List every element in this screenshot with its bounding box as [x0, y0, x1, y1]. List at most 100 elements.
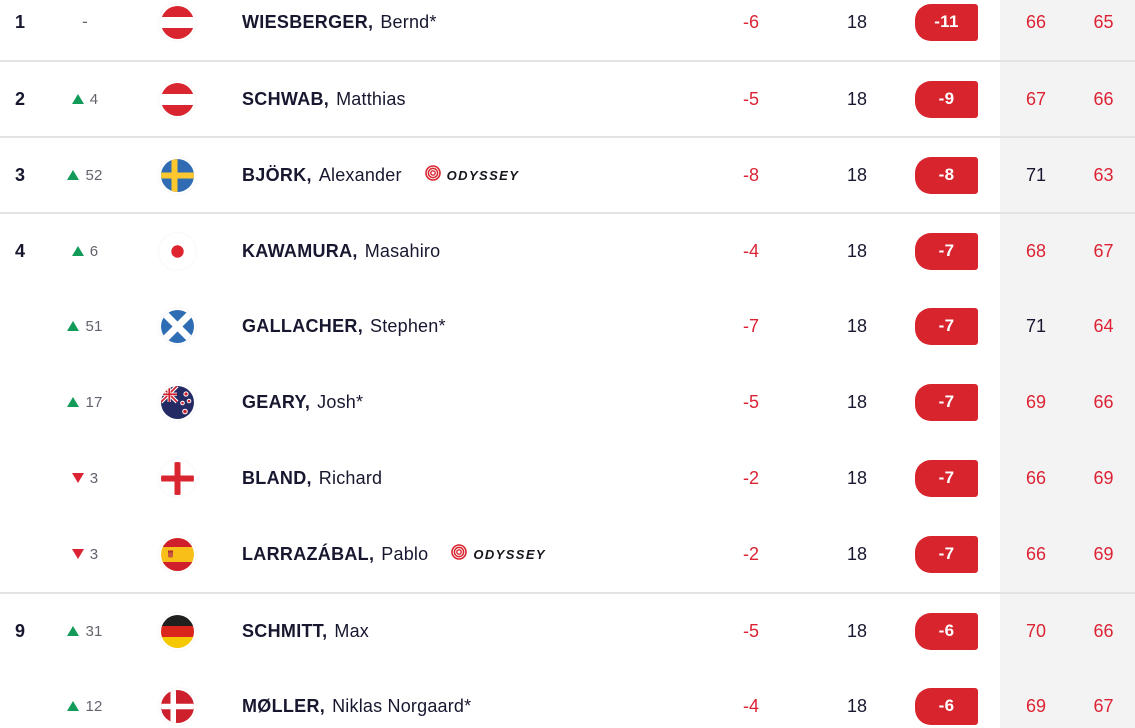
player-name: WIESBERGER, Bernd* — [242, 0, 703, 60]
holes-thru: 18 — [846, 315, 868, 336]
total-score-badge: -9 — [915, 80, 978, 118]
total-score-badge: -7 — [915, 383, 978, 421]
total-cell: -9 — [915, 62, 1000, 136]
leaderboard-row[interactable]: 3 52 BJÖRK, Alexander ODYSSEY -8 18 -8 71 63 — [0, 136, 1135, 212]
player-first-name: Matthias — [336, 88, 406, 109]
position-number — [0, 364, 58, 440]
position-movement: 12 — [58, 668, 112, 728]
movement-value: 12 — [85, 697, 103, 715]
movement-value: 51 — [85, 317, 103, 335]
player-first-name: Richard — [318, 467, 383, 488]
player-first-name: Niklas Norgaard* — [332, 695, 472, 716]
flag-icon-sweden — [160, 158, 194, 192]
movement-up-icon — [67, 170, 80, 180]
position-movement: 3 — [58, 516, 112, 592]
flag-cell — [112, 364, 242, 440]
player-name: BLAND, Richard — [242, 440, 703, 516]
flag-icon-austria — [160, 82, 194, 116]
leaderboard-row[interactable]: 3 BLAND, Richard -2 18 -7 66 69 — [0, 440, 1135, 516]
leaderboard-row[interactable]: 3 LARRAZÁBAL, Pablo ODYSSEY -2 18 -7 66 69 — [0, 516, 1135, 592]
score-today: -5 — [742, 391, 759, 412]
player-last-name: KAWAMURA, — [242, 240, 358, 261]
position-movement: 51 — [58, 288, 112, 364]
leaderboard-row[interactable]: 9 31 SCHMITT, Max -5 18 -6 70 66 — [0, 592, 1135, 668]
movement-up-icon — [71, 94, 84, 104]
position-number: 2 — [15, 88, 26, 109]
round1-score: 69 — [1000, 364, 1072, 440]
position-movement: 4 — [58, 62, 112, 136]
flag-icon-new-zealand — [160, 385, 194, 419]
movement-down-icon — [71, 473, 84, 483]
flag-icon-germany — [160, 614, 194, 648]
leaderboard-row[interactable]: 2 4 SCHWAB, Matthias -5 18 -9 67 66 — [0, 60, 1135, 136]
flag-icon-austria — [160, 5, 194, 39]
leaderboard-row[interactable]: 17 GEARY, Josh* -5 18 -7 69 66 — [0, 364, 1135, 440]
leaderboard-row[interactable]: 12 MØLLER, Niklas Norgaard* -4 18 -6 69 67 — [0, 668, 1135, 728]
holes-thru: 18 — [846, 88, 868, 109]
player-first-name: Masahiro — [364, 240, 441, 261]
player-last-name: WIESBERGER, — [242, 11, 374, 32]
total-cell: -6 — [915, 668, 1000, 728]
flag-icon-england — [160, 461, 194, 495]
leaderboard-row[interactable]: 1 - WIESBERGER, Bernd* -6 18 -11 66 65 — [0, 0, 1135, 60]
total-cell: -7 — [915, 440, 1000, 516]
flag-icon-denmark — [160, 689, 194, 723]
player-name: SCHWAB, Matthias — [242, 62, 703, 136]
position-number: 1 — [15, 11, 26, 32]
leaderboard-row[interactable]: 4 6 KAWAMURA, Masahiro -4 18 -7 68 67 — [0, 212, 1135, 288]
flag-cell — [112, 594, 242, 668]
movement-value: 6 — [89, 242, 99, 260]
round1-score: 68 — [1000, 214, 1072, 288]
odyssey-sponsor-label: ODYSSEY — [473, 546, 546, 562]
player-first-name: Max — [334, 620, 370, 641]
total-score-badge: -7 — [915, 232, 978, 270]
flag-cell — [112, 440, 242, 516]
player-last-name: GEARY, — [242, 391, 311, 412]
odyssey-swirl-icon — [450, 543, 468, 566]
position-movement: 17 — [58, 364, 112, 440]
flag-icon-scotland — [160, 309, 194, 343]
movement-value: 3 — [89, 545, 99, 563]
round2-score: 66 — [1072, 594, 1135, 668]
player-name: GEARY, Josh* — [242, 364, 703, 440]
movement-value: 52 — [85, 166, 103, 184]
position-number: 3 — [15, 164, 26, 185]
player-name: MØLLER, Niklas Norgaard* — [242, 668, 703, 728]
total-cell: -7 — [915, 364, 1000, 440]
holes-thru: 18 — [846, 164, 868, 185]
round1-score: 66 — [1000, 0, 1072, 60]
odyssey-sponsor-logo: ODYSSEY — [424, 164, 520, 187]
score-today: -8 — [742, 164, 759, 185]
player-last-name: BLAND, — [242, 467, 312, 488]
round2-score: 69 — [1072, 516, 1135, 592]
player-last-name: LARRAZÁBAL, — [242, 543, 375, 564]
player-last-name: SCHWAB, — [242, 88, 330, 109]
position-number: 9 — [15, 620, 26, 641]
flag-cell — [112, 516, 242, 592]
total-cell: -7 — [915, 214, 1000, 288]
flag-cell — [112, 288, 242, 364]
total-cell: -8 — [915, 138, 1000, 212]
round1-score: 71 — [1000, 288, 1072, 364]
odyssey-swirl-icon — [424, 164, 442, 187]
movement-up-icon — [67, 626, 80, 636]
flag-cell — [112, 138, 242, 212]
position-number — [0, 440, 58, 516]
holes-thru: 18 — [846, 467, 868, 488]
total-score-badge: -7 — [915, 459, 978, 497]
round1-score: 71 — [1000, 138, 1072, 212]
round2-score: 67 — [1072, 214, 1135, 288]
holes-thru: 18 — [846, 543, 868, 564]
player-last-name: MØLLER, — [242, 695, 326, 716]
flag-icon-spain — [160, 537, 194, 571]
position-movement: 6 — [58, 214, 112, 288]
score-today: -7 — [742, 315, 759, 336]
round2-score: 69 — [1072, 440, 1135, 516]
score-today: -5 — [742, 620, 759, 641]
player-name: BJÖRK, Alexander ODYSSEY — [242, 138, 703, 212]
position-number: 4 — [15, 240, 26, 261]
leaderboard-row[interactable]: 51 GALLACHER, Stephen* -7 18 -7 71 64 — [0, 288, 1135, 364]
player-name: KAWAMURA, Masahiro — [242, 214, 703, 288]
movement-down-icon — [71, 549, 84, 559]
